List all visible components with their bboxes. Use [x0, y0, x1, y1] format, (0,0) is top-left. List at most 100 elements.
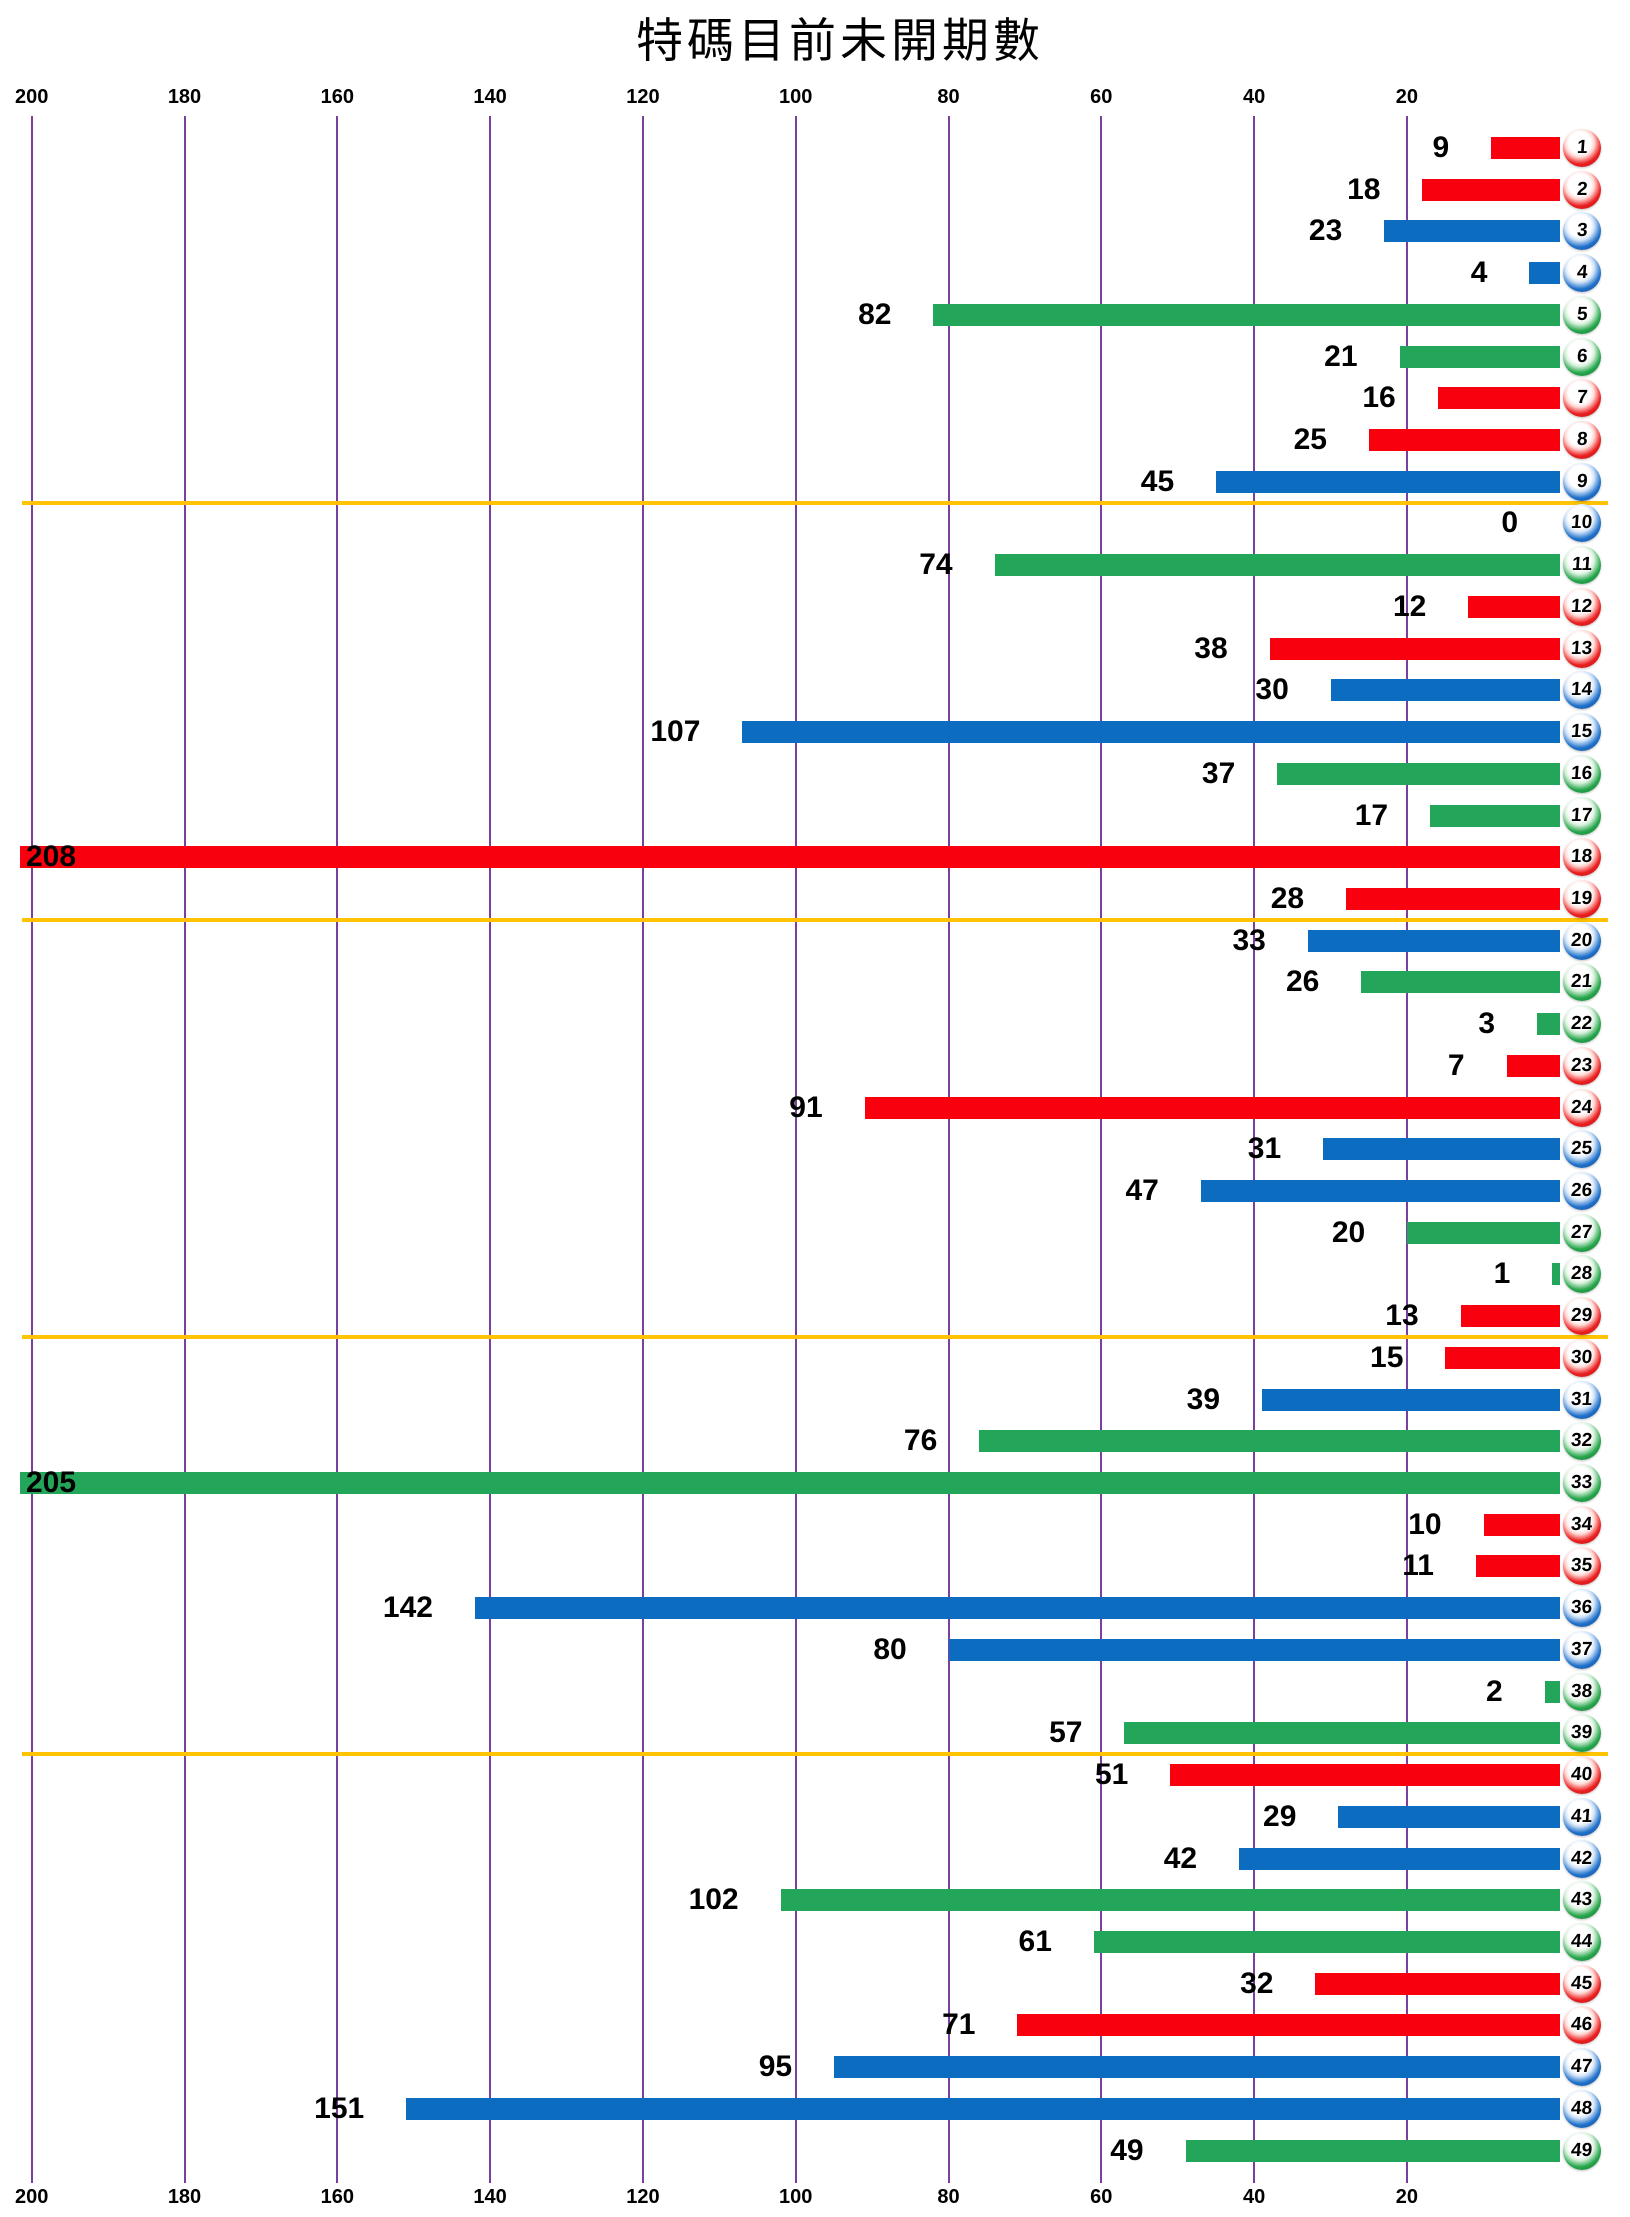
ball-number-text: 29 [1570, 1305, 1594, 1327]
value-label-number-10: 0 [1501, 506, 1518, 540]
ball-number-text: 34 [1570, 1513, 1594, 1535]
bar-number-13 [1269, 637, 1560, 660]
value-label-number-9: 45 [1140, 464, 1175, 498]
bar-number-32 [979, 1430, 1560, 1453]
ball-number-text: 17 [1570, 804, 1594, 826]
separator-after-19 [22, 917, 1608, 922]
bar-number-24 [864, 1096, 1560, 1119]
value-label-number-7: 16 [1362, 381, 1396, 415]
ball-number-text: 30 [1570, 1346, 1594, 1368]
bar-number-19 [1346, 887, 1560, 910]
value-label-number-3: 23 [1308, 214, 1343, 248]
bar-number-25 [1323, 1138, 1560, 1161]
ball-number-text: 47 [1570, 2056, 1594, 2078]
ball-number-text: 12 [1570, 595, 1594, 617]
bar-number-33 [20, 1472, 1560, 1495]
ball-number-text: 31 [1570, 1388, 1594, 1410]
value-label-number-5: 82 [858, 297, 892, 331]
bar-number-45 [1315, 1972, 1560, 1995]
lottery-ball-31-icon: 31 [1563, 1380, 1601, 1419]
x-axis-top-tick-80: 80 [937, 86, 960, 108]
lottery-ball-24-icon: 24 [1563, 1088, 1601, 1127]
ball-number-text: 48 [1570, 2097, 1594, 2119]
lottery-ball-35-icon: 35 [1563, 1547, 1601, 1586]
bar-number-11 [994, 554, 1560, 577]
lottery-ball-17-icon: 17 [1563, 796, 1601, 835]
ball-number-text: 4 [1576, 262, 1589, 284]
value-label-number-19: 28 [1270, 881, 1305, 915]
gridline-40 [1253, 116, 1256, 2183]
value-label-number-6: 21 [1324, 339, 1358, 373]
ball-number-text: 38 [1570, 1680, 1594, 1702]
x-axis-bottom-tick-60: 60 [1090, 2186, 1113, 2208]
x-axis-top-tick-60: 60 [1090, 86, 1113, 108]
bar-number-31 [1262, 1388, 1560, 1411]
value-label-number-11: 74 [919, 548, 953, 582]
lottery-ball-2-icon: 2 [1563, 170, 1601, 209]
value-label-number-31: 39 [1186, 1382, 1221, 1416]
lottery-ball-41-icon: 41 [1563, 1797, 1601, 1836]
bar-number-4 [1529, 262, 1560, 285]
value-label-number-29: 13 [1385, 1299, 1419, 1333]
ball-number-text: 19 [1570, 887, 1594, 909]
lottery-ball-6-icon: 6 [1563, 337, 1601, 376]
ball-number-text: 6 [1576, 345, 1589, 367]
bar-number-46 [1017, 2014, 1560, 2037]
bar-number-21 [1361, 971, 1560, 994]
ball-number-text: 39 [1570, 1722, 1594, 1744]
lottery-ball-7-icon: 7 [1563, 379, 1601, 418]
ball-number-text: 5 [1576, 303, 1589, 325]
lottery-ball-29-icon: 29 [1563, 1297, 1601, 1336]
bar-number-5 [933, 303, 1560, 326]
value-label-number-27: 20 [1331, 1215, 1366, 1249]
lottery-ball-4-icon: 4 [1563, 254, 1601, 293]
lottery-ball-26-icon: 26 [1563, 1172, 1601, 1210]
value-label-number-49: 49 [1110, 2133, 1144, 2167]
bar-number-20 [1307, 929, 1560, 952]
lottery-ball-1-icon: 1 [1563, 129, 1601, 167]
bar-number-40 [1170, 1764, 1560, 1787]
ball-number-text: 46 [1570, 2014, 1594, 2036]
x-axis-bottom-tick-120: 120 [626, 2186, 660, 2208]
ball-number-text: 16 [1570, 762, 1594, 784]
x-axis-bottom-tick-80: 80 [937, 2186, 960, 2208]
x-axis-top-tick-120: 120 [626, 86, 660, 108]
value-label-number-24: 91 [789, 1090, 823, 1124]
ball-number-text: 11 [1571, 554, 1593, 576]
x-axis-bottom-tick-180: 180 [167, 2186, 202, 2208]
value-label-number-20: 33 [1232, 923, 1266, 957]
value-label-number-37: 80 [873, 1632, 907, 1666]
bar-number-29 [1460, 1305, 1560, 1328]
lottery-ball-32-icon: 32 [1563, 1422, 1601, 1461]
gridline-60 [1100, 116, 1103, 2183]
value-label-number-17: 17 [1354, 798, 1389, 832]
bar-number-39 [1124, 1722, 1560, 1745]
lottery-ball-16-icon: 16 [1563, 754, 1601, 793]
lottery-ball-12-icon: 12 [1563, 587, 1601, 626]
bar-number-3 [1384, 220, 1560, 243]
ball-number-text: 20 [1570, 929, 1594, 951]
ball-number-text: 41 [1570, 1805, 1594, 1827]
value-label-number-2: 18 [1347, 172, 1381, 206]
chart-title: 特碼目前未開期數 [636, 14, 1044, 69]
separator-after-39 [22, 1752, 1608, 1757]
x-axis-top-tick-160: 160 [320, 86, 354, 108]
lottery-ball-39-icon: 39 [1563, 1714, 1601, 1753]
lottery-ball-46-icon: 46 [1563, 2006, 1601, 2045]
gridline-200 [30, 116, 33, 2183]
lottery-ball-42-icon: 42 [1563, 1839, 1601, 1878]
value-label-number-41: 29 [1263, 1799, 1297, 1833]
value-label-number-25: 31 [1247, 1132, 1282, 1166]
separator-after-29 [22, 1335, 1608, 1340]
value-label-number-22: 3 [1478, 1007, 1496, 1041]
value-label-number-33: 205 [26, 1466, 77, 1500]
ball-number-text: 28 [1570, 1263, 1594, 1285]
ball-number-text: 22 [1570, 1013, 1594, 1035]
lottery-ball-15-icon: 15 [1563, 713, 1601, 752]
value-label-number-14: 30 [1255, 673, 1289, 707]
ball-number-text: 1 [1576, 137, 1589, 158]
value-label-number-12: 12 [1392, 589, 1427, 623]
bar-number-43 [780, 1889, 1560, 1912]
value-label-number-43: 102 [688, 1883, 739, 1917]
x-axis-bottom-tick-200: 200 [15, 2186, 49, 2208]
